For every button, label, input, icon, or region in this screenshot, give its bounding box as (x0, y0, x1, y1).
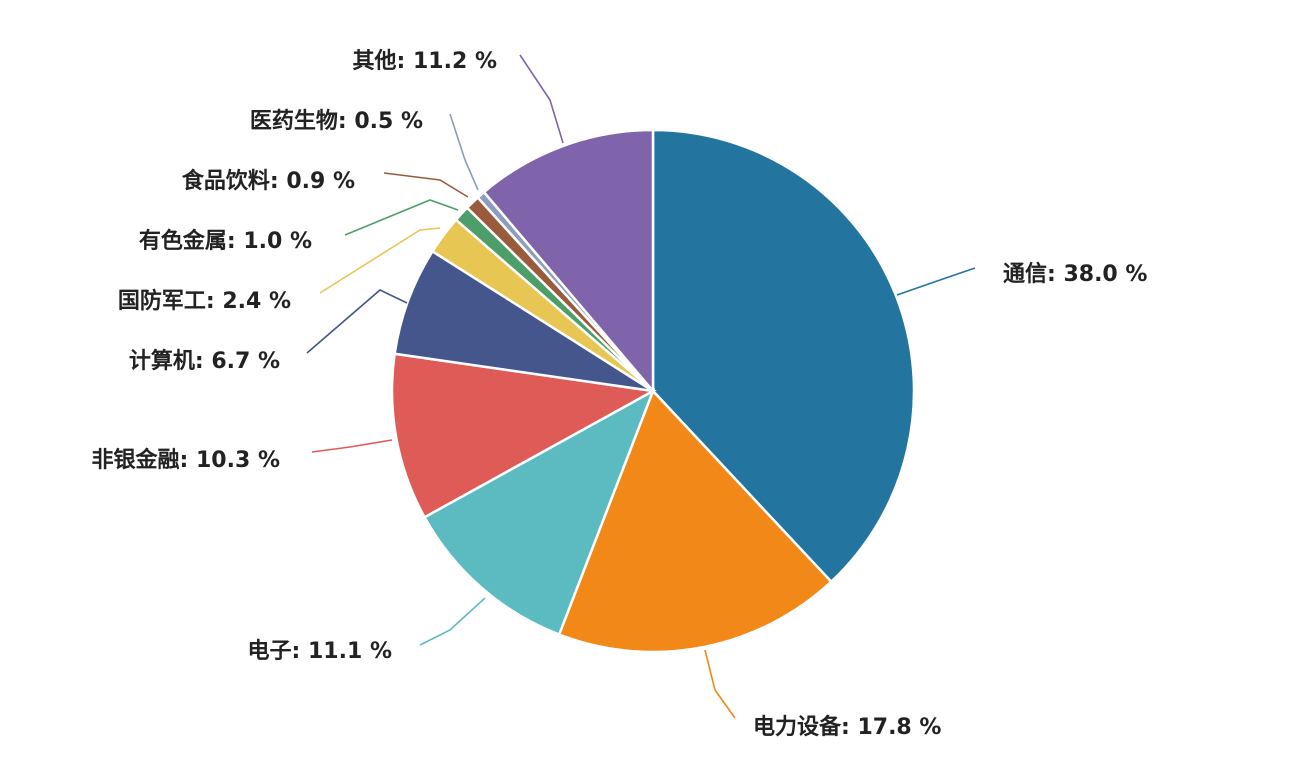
slice-label-1: 通信: 38.0 % (1003, 261, 1147, 287)
slice-label-10: 其他: 11.2 % (353, 49, 497, 74)
slice-label-4: 非银金融: 10.3 % (92, 447, 280, 473)
slice-label-7: 有色金属: 1.0 % (139, 228, 312, 254)
slice-label-2: 电力设备: 17.8 % (753, 714, 941, 740)
leader-line-9 (449, 113, 479, 191)
slice-label-8: 食品饮料: 0.9 % (182, 168, 355, 194)
pie-slice-4 (390, 352, 657, 519)
pie-slice-1 (651, 128, 916, 584)
pie-slice-5 (393, 249, 654, 393)
pie-slice-3 (422, 388, 656, 637)
leader-line-6 (319, 227, 441, 294)
leader-line-8 (383, 172, 469, 198)
slice-label-9: 医药生物: 0.5 % (250, 108, 423, 134)
leader-line-2 (704, 649, 736, 719)
pie-slices (390, 128, 916, 654)
leader-lines (306, 54, 976, 719)
pie-slice-10 (482, 128, 655, 395)
leader-line-3 (419, 597, 486, 646)
slice-labels: 通信: 38.0 % 电力设备: 17.8 % 电子: 11.1 % 非银金融: 10… (92, 49, 1148, 740)
slice-label-3: 电子: 11.1 % (248, 639, 392, 664)
slice-label-6: 国防军工: 2.4 % (118, 289, 291, 314)
leader-line-5 (306, 289, 408, 354)
leader-line-1 (896, 267, 976, 296)
leader-line-7 (344, 199, 459, 236)
pie-slice-2 (557, 388, 833, 654)
slice-label-5: 计算机: 6.7 % (129, 348, 280, 374)
leader-line-10 (519, 54, 564, 144)
leader-line-4 (311, 439, 393, 453)
